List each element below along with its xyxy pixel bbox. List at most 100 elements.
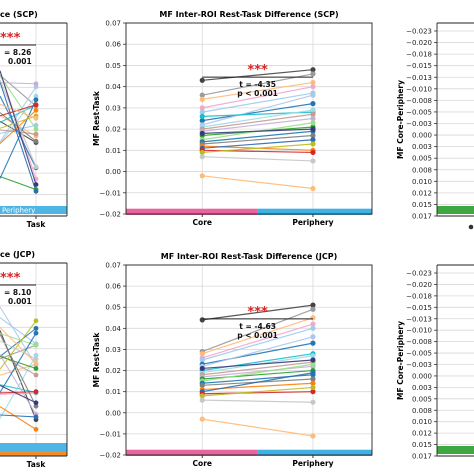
series-line: [202, 130, 314, 143]
series-line: [202, 327, 314, 361]
data-point: [33, 188, 39, 194]
data-point: [199, 317, 205, 323]
category-bar-core: [126, 449, 258, 456]
y-tick-label: −0.01: [100, 189, 121, 197]
category-bar: [0, 206, 67, 214]
y-tick-label: 0.015: [412, 441, 432, 449]
series-line: [202, 156, 313, 162]
significance-stars: ***: [0, 271, 21, 286]
chart-left-1: *** = 8.100.001 Task ce (JCP): [0, 250, 68, 469]
series-line: [202, 372, 314, 393]
data-point: [310, 302, 316, 308]
t-statistic: t = -4.35: [239, 80, 276, 89]
partial-legend-marker: [468, 224, 474, 230]
data-point: [33, 352, 39, 358]
chart-title: MF Inter-ROI Rest-Task Difference (JCP): [161, 252, 337, 261]
y-tick-label: 0.06: [105, 41, 121, 49]
y-tick-label: 0.010: [412, 418, 432, 426]
data-point: [199, 92, 205, 98]
series-line: [202, 109, 314, 128]
y-tick-label: −0.005: [406, 350, 432, 358]
y-tick-label: −0.023: [406, 270, 432, 278]
data-point: [310, 353, 316, 359]
y-tick-label: 0.04: [105, 83, 121, 91]
series-line: [0, 384, 37, 393]
data-point: [310, 101, 316, 107]
y-tick-label: 0.03: [105, 346, 121, 354]
y-tick-label: 0.07: [105, 20, 121, 28]
data-point: [33, 403, 39, 409]
y-tick-label: −0.010: [406, 85, 432, 93]
chart-right-1: −0.023 −0.020 −0.018 −0.015 −0.013 −0.010 −0.0…: [396, 264, 474, 461]
category-bar-secondary: [0, 451, 67, 456]
significance-stars: ***: [0, 31, 21, 46]
p-value: p < 0.001: [237, 331, 278, 340]
y-tick-label: 0.008: [412, 407, 432, 415]
y-tick-label: 0.00: [105, 409, 121, 417]
series-line: [202, 323, 314, 359]
data-point: [310, 84, 316, 90]
series-line: [202, 81, 314, 100]
y-tick-label: −0.008: [406, 338, 432, 346]
data-point: [310, 126, 316, 132]
data-point: [199, 397, 205, 403]
data-point: [33, 325, 39, 331]
y-tick-label: 0.000: [412, 372, 432, 380]
y-tick-label: 0.03: [105, 104, 121, 112]
series-line: [0, 75, 37, 130]
data-point: [310, 376, 316, 382]
data-point: [310, 111, 316, 117]
series-line: [0, 70, 37, 185]
x-tick-label-periphery: Periphery: [292, 218, 333, 227]
series-line: [202, 86, 314, 109]
data-point: [33, 356, 39, 362]
series-line: [202, 94, 314, 126]
data-point: [33, 107, 39, 113]
series-line: [0, 327, 37, 357]
series-line: [0, 332, 37, 393]
significance-stars: ***: [247, 63, 268, 78]
data-point: [33, 102, 39, 108]
series-line: [202, 342, 314, 365]
series-line: [0, 175, 37, 191]
series-line: [202, 128, 313, 134]
series-line: [0, 334, 37, 407]
data-point: [310, 433, 316, 439]
category-bar-label: Periphery: [2, 207, 35, 215]
data-point: [199, 77, 205, 83]
data-point: [310, 67, 316, 73]
data-point: [199, 351, 205, 357]
data-point: [33, 389, 39, 395]
category-bar-core: [126, 208, 258, 215]
series-line: [0, 103, 37, 119]
data-point: [310, 370, 316, 376]
chart-title: MF Inter-ROI Rest-Task Difference (SCP): [159, 10, 338, 19]
y-tick-label: −0.015: [406, 304, 432, 312]
series-line: [0, 82, 37, 85]
series-line: [202, 336, 314, 367]
data-point: [310, 384, 316, 391]
t-statistic: = 8.10: [4, 288, 31, 297]
data-point: [33, 372, 39, 378]
y-tick-label: −0.008: [406, 97, 432, 105]
series-line: [0, 104, 37, 117]
data-point: [199, 113, 205, 119]
data-point: [199, 173, 205, 179]
y-tick-label: 0.000: [412, 132, 432, 140]
series-line: [0, 99, 37, 179]
y-tick-label: −0.020: [406, 39, 432, 47]
data-point: [33, 81, 39, 87]
series-line: [202, 304, 314, 321]
y-tick-label: −0.018: [406, 292, 432, 300]
chart-left-0: Periphery *** = 8.260.001 Task ce (SCP): [0, 10, 68, 229]
series-line: [202, 317, 314, 355]
data-point: [310, 361, 316, 367]
series-line: [202, 134, 314, 145]
axes-frame: [125, 264, 373, 456]
data-point: [310, 185, 316, 192]
data-point: [310, 380, 316, 386]
y-tick-label: 0.06: [105, 283, 121, 291]
data-point: [33, 182, 39, 187]
data-point: [310, 149, 316, 156]
x-tick-label-task: Task: [27, 220, 47, 229]
